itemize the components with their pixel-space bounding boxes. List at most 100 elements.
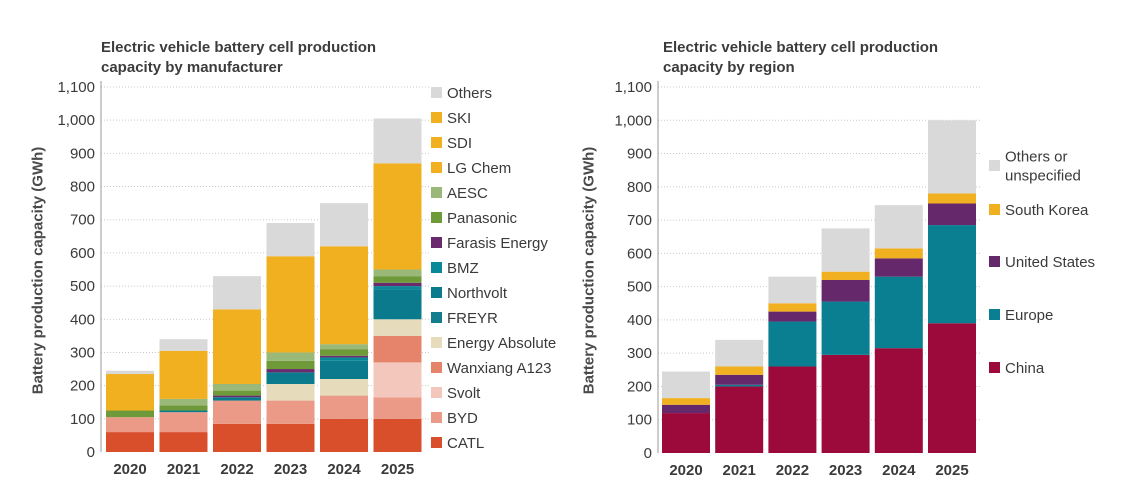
bar-segment-wanxiang-a123-2025 xyxy=(373,335,422,363)
bar-segment-panasonic-2025 xyxy=(373,276,422,283)
y-tick-label: 100 xyxy=(627,412,652,429)
bar-segment-others-2021 xyxy=(159,339,208,351)
bar-segment-svolt-2025 xyxy=(373,362,422,398)
y-tick-label: 800 xyxy=(627,179,652,196)
x-tick-label: 2023 xyxy=(274,461,307,478)
bar-segment-panasonic-2023 xyxy=(266,360,315,370)
bar-segment-china-2023 xyxy=(821,354,870,453)
x-tick-label: 2022 xyxy=(220,461,253,478)
bar-segment-others-or-unspecified-2021 xyxy=(715,339,764,367)
legend-label-lg-chem: LG Chem xyxy=(447,160,511,177)
bar-segment-lg-chem-2020 xyxy=(106,374,154,411)
legend-label-wanxiang-a123: Wanxiang A123 xyxy=(447,360,552,377)
bar-segment-united-states-2024 xyxy=(874,258,923,277)
y-tick-label: 300 xyxy=(70,344,95,361)
y-tick-label: 200 xyxy=(70,378,95,395)
bar-segment-united-states-2022 xyxy=(768,311,817,322)
y-tick-label: 900 xyxy=(70,145,95,162)
bar-segment-catl-2021 xyxy=(159,432,208,452)
bar-segment-europe-2023 xyxy=(821,301,870,355)
legend-swatch-china xyxy=(989,362,1000,373)
bar-segment-europe-2022 xyxy=(768,321,817,367)
bar-segment-panasonic-2024 xyxy=(320,349,368,356)
bar-segment-aesc-2025 xyxy=(373,269,422,277)
legend-label-sdi: SDI xyxy=(447,135,472,152)
legend-swatch-others-or-unspecified xyxy=(989,160,1000,171)
bar-segment-china-2021 xyxy=(715,386,764,453)
y-tick-label: 0 xyxy=(644,445,652,462)
bar-segment-bmz-2024 xyxy=(320,357,368,361)
legend-label-bmz: BMZ xyxy=(447,260,479,277)
bar-segment-byd-2022 xyxy=(213,400,261,424)
y-tick-label: 400 xyxy=(627,312,652,329)
bar-segment-byd-2023 xyxy=(266,400,315,424)
bar-segment-europe-2021 xyxy=(715,384,764,387)
legend-swatch-energy-absolute xyxy=(431,337,442,348)
legend-swatch-south-korea xyxy=(989,204,1000,215)
legend-label-catl: CATL xyxy=(447,435,484,452)
bar-segment-united-states-2020 xyxy=(662,404,710,414)
y-tick-label: 200 xyxy=(627,378,652,395)
y-tick-label: 500 xyxy=(627,279,652,296)
legend-label-others: Others xyxy=(447,85,492,102)
bar-segment-united-states-2023 xyxy=(821,279,870,302)
bar-segment-south-korea-2025 xyxy=(928,193,976,204)
bar-segment-south-korea-2020 xyxy=(662,398,710,405)
bar-segment-lg-chem-2023 xyxy=(266,256,315,353)
y-tick-label: 800 xyxy=(70,179,95,196)
legend-label-south-korea: South Korea xyxy=(1005,202,1089,219)
bar-segment-united-states-2021 xyxy=(715,374,764,385)
legend-label-panasonic: Panasonic xyxy=(447,210,518,227)
bar-segment-catl-2020 xyxy=(106,432,154,452)
legend-label-united-states: United States xyxy=(1005,254,1095,271)
bar-segment-europe-2024 xyxy=(874,276,923,349)
bar-segment-others-or-unspecified-2022 xyxy=(768,276,817,304)
y-tick-label: 0 xyxy=(87,444,95,461)
bar-segment-panasonic-2021 xyxy=(159,405,208,411)
x-tick-label: 2025 xyxy=(381,461,414,478)
x-tick-label: 2021 xyxy=(723,462,756,479)
bar-segment-northvolt-2023 xyxy=(266,372,315,384)
bar-segment-others-2020 xyxy=(106,370,154,375)
bar-segment-farasis-energy-2025 xyxy=(373,282,422,287)
bar-segment-aesc-2022 xyxy=(213,383,261,391)
bar-segment-farasis-energy-2022 xyxy=(213,395,261,398)
bar-segment-northvolt-2025 xyxy=(373,289,422,320)
bar-segment-energy-absolute-2024 xyxy=(320,379,368,396)
bar-segment-bmz-2025 xyxy=(373,286,422,290)
bar-segment-others-or-unspecified-2024 xyxy=(874,205,923,249)
bar-segment-others-or-unspecified-2020 xyxy=(662,371,710,399)
bar-segment-byd-2025 xyxy=(373,397,422,419)
bar-segment-south-korea-2023 xyxy=(821,271,870,280)
region-chart: 0 100 200 300 400 500 600 700 800 900 1,000 1,100 20… xyxy=(614,79,1095,479)
x-tick-label: 2022 xyxy=(776,462,809,479)
bar-segment-others-2022 xyxy=(213,276,261,310)
x-tick-label: 2021 xyxy=(167,461,200,478)
bar-segment-china-2022 xyxy=(768,366,817,453)
legend-swatch-ski xyxy=(431,112,442,123)
bar-segment-lg-chem-2024 xyxy=(320,246,368,345)
bar-segment-aesc-2024 xyxy=(320,344,368,350)
y-tick-label: 300 xyxy=(627,345,652,362)
bar-segment-others-2025 xyxy=(373,118,422,164)
legend-swatch-wanxiang-a123 xyxy=(431,362,442,373)
bar-segment-aesc-2021 xyxy=(159,398,208,406)
y-tick-label: 600 xyxy=(70,245,95,262)
x-tick-label: 2024 xyxy=(882,462,916,479)
legend-swatch-aesc xyxy=(431,187,442,198)
bar-segment-byd-2020 xyxy=(106,417,154,433)
legend-label-farasis-energy: Farasis Energy xyxy=(447,235,548,252)
bar-segment-europe-2025 xyxy=(928,225,976,324)
legend-label-energy-absolute: Energy Absolute xyxy=(447,335,556,352)
legend-label-ski: SKI xyxy=(447,110,471,127)
legend-label-europe: Europe xyxy=(1005,307,1053,324)
y-tick-label: 400 xyxy=(70,311,95,328)
y-tick-label: 900 xyxy=(627,146,652,163)
y-tick-label: 700 xyxy=(627,212,652,229)
bar-segment-panasonic-2022 xyxy=(213,390,261,396)
manufacturer-chart: 0 100 200 300 400 500 600 700 800 900 1,000 1,100 20… xyxy=(57,79,556,478)
bar-segment-others-or-unspecified-2023 xyxy=(821,228,870,272)
y-tick-label: 600 xyxy=(627,245,652,262)
bar-segment-lg-chem-2025 xyxy=(373,163,422,270)
bar-segment-south-korea-2024 xyxy=(874,248,923,259)
